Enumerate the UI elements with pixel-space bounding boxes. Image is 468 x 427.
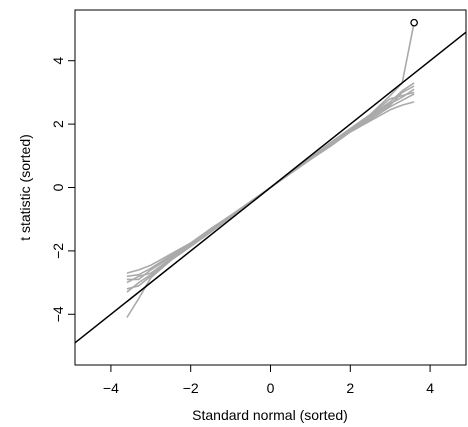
y-tick-label: 2 [50, 120, 66, 128]
y-axis: −4 −2 0 2 4 [50, 57, 75, 322]
highlight-layer [410, 18, 418, 27]
series-line-7 [126, 22, 415, 318]
outlier-point [410, 18, 418, 27]
y-tick-label: −2 [50, 243, 66, 259]
x-tick-label: 4 [426, 380, 434, 396]
y-tick-label: −4 [50, 306, 66, 322]
x-tick-label: 2 [346, 380, 354, 396]
x-tick-label: −2 [183, 380, 199, 396]
x-tick-label: 0 [267, 380, 275, 396]
y-axis-title: t statistic (sorted) [17, 134, 33, 241]
reference-line-layer [75, 31, 466, 344]
reference-line [75, 31, 466, 344]
y-tick-label: 4 [50, 57, 66, 65]
x-axis-title: Standard normal (sorted) [192, 407, 348, 423]
x-axis: −4 −2 0 2 4 [103, 365, 434, 396]
series-layer [126, 22, 415, 318]
y-tick-label: 0 [50, 183, 66, 191]
x-tick-label: −4 [103, 380, 119, 396]
